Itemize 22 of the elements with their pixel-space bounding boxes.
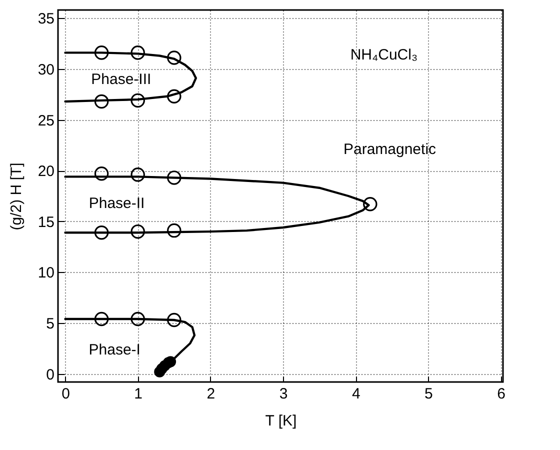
- annotation: Phase-II: [88, 195, 145, 212]
- x-tick-label: 2: [206, 386, 216, 402]
- annotation: Paramagnetic: [343, 141, 437, 158]
- x-tick-label: 1: [134, 386, 143, 402]
- x-tick-label: 3: [279, 386, 288, 402]
- y-tick-label: 35: [38, 10, 54, 28]
- y-tick-label: 25: [38, 112, 54, 130]
- y-tick-label: 0: [46, 366, 54, 384]
- annotation: Phase-I: [88, 341, 140, 358]
- annotation: NH₄CuCl₃: [350, 46, 418, 64]
- x-tick-label: 5: [424, 386, 433, 402]
- y-tick-label: 20: [38, 163, 54, 180]
- y-tick-label: 15: [38, 214, 54, 231]
- y-tick-label: 30: [38, 61, 54, 78]
- y-axis-title: (g/2) H [T]: [8, 162, 25, 230]
- x-tick-label: 6: [497, 386, 506, 402]
- x-tick-label: 0: [62, 386, 70, 402]
- x-tick-label: 4: [352, 386, 360, 402]
- annotation: Phase-III: [91, 71, 152, 88]
- y-tick-label: 5: [46, 316, 54, 333]
- y-tick-label: 10: [38, 264, 54, 282]
- x-axis-title: T [K]: [265, 412, 297, 430]
